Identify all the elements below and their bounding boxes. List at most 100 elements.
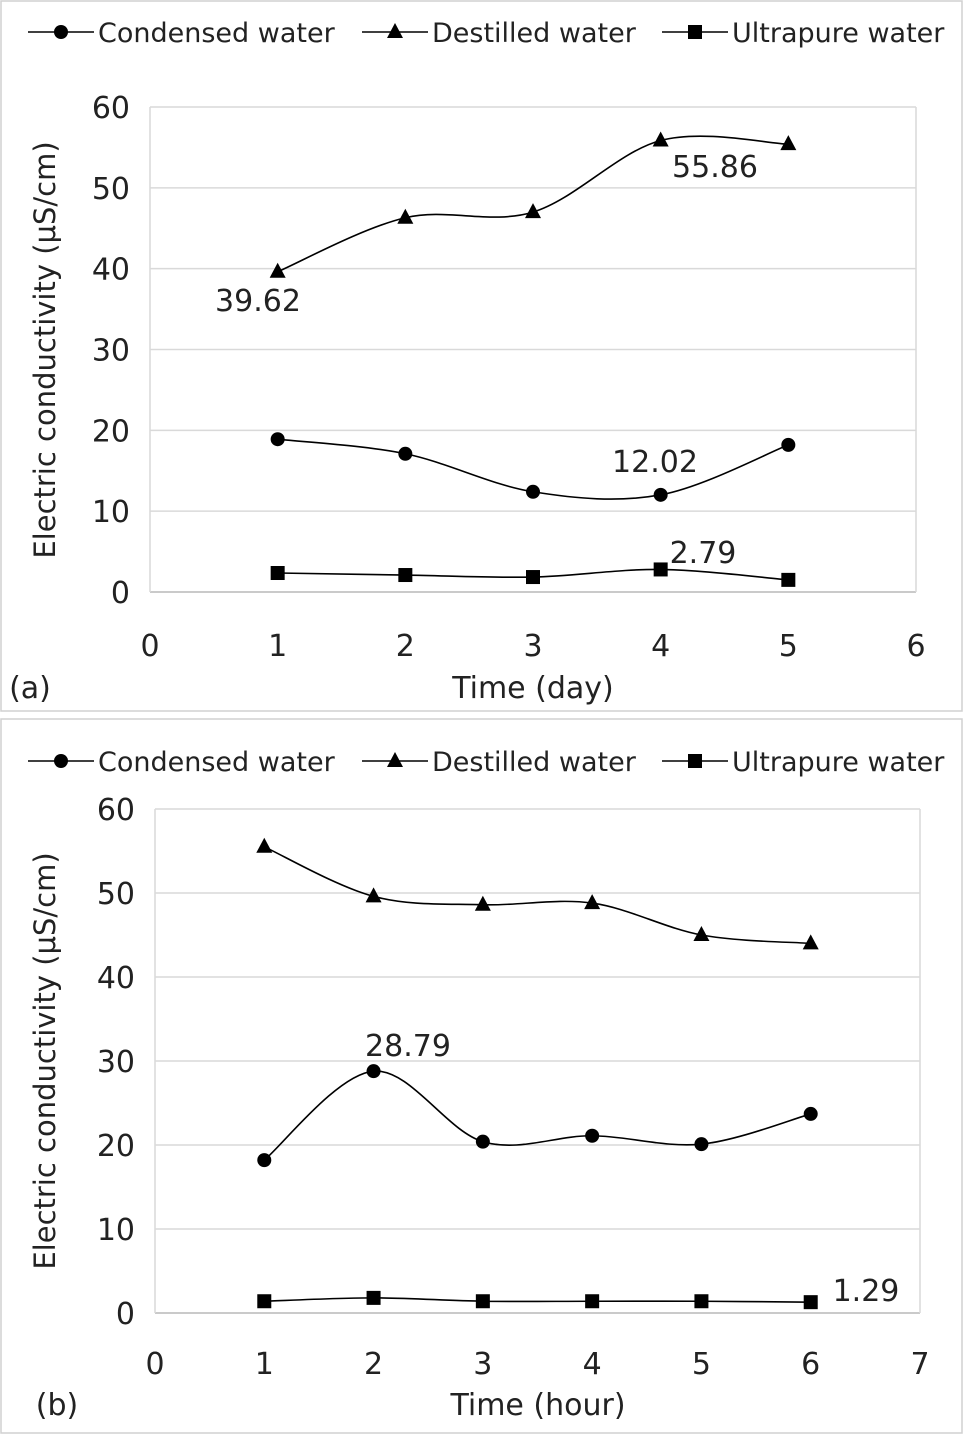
data-point	[584, 894, 601, 910]
x-axis-label: Time (day)	[451, 671, 614, 706]
data-point	[257, 1153, 272, 1168]
x-tick-label: 1	[255, 1347, 274, 1382]
data-point	[694, 1137, 709, 1152]
data-point	[780, 135, 797, 151]
data-label: 28.79	[365, 1029, 451, 1064]
x-tick-label: 6	[906, 629, 925, 664]
data-point	[398, 446, 413, 461]
data-label: 55.86	[672, 150, 758, 185]
data-point	[366, 1290, 381, 1305]
data-point	[257, 1294, 272, 1309]
data-point	[366, 1064, 381, 1079]
y-tick-label: 40	[92, 253, 130, 288]
y-tick-label: 30	[92, 334, 130, 369]
x-tick-label: 2	[364, 1347, 383, 1382]
data-point	[526, 570, 540, 585]
x-tick-label: 5	[779, 629, 798, 664]
data-point	[585, 1294, 600, 1309]
data-point	[256, 837, 273, 853]
legend-label: Condensed water	[98, 747, 336, 778]
panel-border	[0, 718, 963, 1434]
series-condensed-water	[270, 432, 796, 502]
x-tick-label: 4	[651, 629, 670, 664]
legend-label: Destilled water	[432, 18, 637, 49]
data-point	[475, 1134, 490, 1149]
chart-1: 0 10 20 30 40 50 60 0 1 2 3 4 5 6 7 Time (hour) Electric…	[0, 718, 963, 1434]
x-tick-label: 0	[140, 629, 159, 664]
y-tick-label: 60	[97, 793, 135, 828]
data-point	[653, 562, 668, 577]
data-point	[365, 887, 382, 903]
series-destilled-water	[269, 131, 797, 278]
y-tick-label: 40	[97, 961, 135, 996]
data-point	[803, 1106, 818, 1121]
y-tick-label: 20	[97, 1129, 135, 1164]
legend-item: Condensed water	[28, 18, 336, 49]
y-tick-label: 0	[111, 576, 130, 611]
series-line	[264, 1297, 811, 1303]
x-tick-label: 6	[801, 1347, 820, 1382]
x-tick-label: 2	[396, 629, 415, 664]
legend-item: Destilled water	[362, 18, 637, 49]
legend-label: Ultrapure water	[732, 18, 945, 49]
legend-square-icon	[688, 25, 702, 39]
legend-item: Destilled water	[362, 747, 637, 778]
x-tick-label: 7	[910, 1347, 929, 1382]
data-point	[526, 484, 540, 499]
y-tick-label: 0	[116, 1297, 135, 1332]
series-condensed-water	[257, 1064, 818, 1168]
data-point	[781, 437, 796, 452]
y-tick-label: 10	[97, 1213, 135, 1248]
panel-label: (a)	[9, 671, 51, 706]
x-tick-label: 5	[692, 1347, 711, 1382]
y-axis-label: Electric conductivity (μS/cm)	[28, 141, 62, 558]
data-point	[525, 203, 541, 219]
legend-label: Ultrapure water	[732, 747, 945, 778]
series-ultrapure-water	[270, 562, 796, 587]
series-destilled-water	[256, 837, 819, 950]
y-tick-label: 30	[97, 1045, 135, 1080]
legend-label: Condensed water	[98, 18, 336, 49]
x-tick-label: 0	[145, 1347, 164, 1382]
data-point	[397, 208, 414, 224]
data-point	[270, 566, 285, 581]
data-label: 12.02	[612, 445, 698, 480]
data-point	[474, 895, 491, 911]
legend-item: Ultrapure water	[662, 747, 945, 778]
data-point	[781, 572, 796, 587]
data-label: 1.29	[833, 1274, 900, 1309]
x-axis-label: Time (hour)	[449, 1388, 625, 1423]
y-tick-label: 10	[92, 495, 130, 530]
legend-item: Ultrapure water	[662, 18, 945, 49]
data-point	[802, 934, 819, 950]
legend-item: Condensed water	[28, 747, 336, 778]
panel-label: (b)	[36, 1388, 78, 1423]
legend-circle-icon	[54, 754, 68, 768]
series-line	[263, 846, 811, 945]
data-point	[585, 1128, 600, 1143]
legend-label: Destilled water	[432, 747, 637, 778]
data-point	[694, 1294, 709, 1309]
data-point	[269, 262, 286, 278]
legend-triangle-icon	[387, 23, 403, 38]
y-tick-label: 50	[92, 172, 130, 207]
data-point	[653, 487, 668, 502]
data-point	[652, 131, 669, 147]
y-tick-label: 50	[97, 877, 135, 912]
data-point	[270, 432, 285, 447]
data-label: 2.79	[670, 536, 737, 571]
legend-square-icon	[688, 754, 702, 768]
y-axis-label: Electric conductivity (μS/cm)	[28, 852, 62, 1269]
data-point	[693, 926, 710, 941]
series-ultrapure-water	[257, 1290, 818, 1310]
data-point	[398, 568, 413, 583]
y-tick-label: 20	[92, 414, 130, 449]
data-point	[803, 1295, 818, 1310]
data-label: 39.62	[215, 284, 301, 319]
x-tick-label: 3	[523, 629, 542, 664]
data-point	[475, 1294, 490, 1309]
chart-0: 0 10 20 30 40 50 60 0 1 2 3 4 5 6 Time (day) Electric c…	[0, 0, 963, 712]
legend-triangle-icon	[387, 752, 403, 767]
y-tick-label: 60	[92, 91, 130, 126]
